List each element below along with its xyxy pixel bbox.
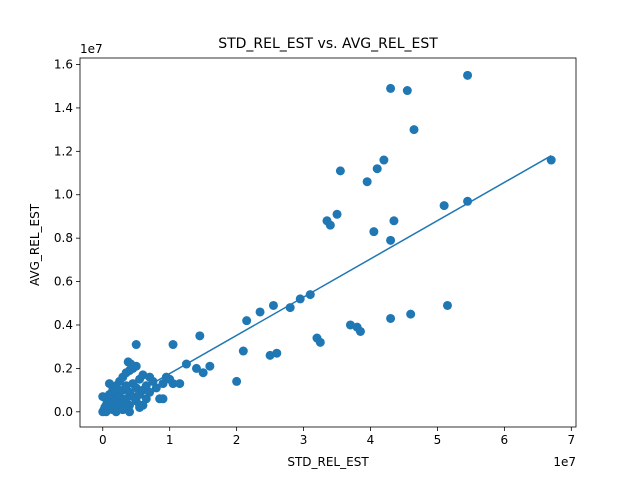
x-tick-label: 3 [300,433,308,447]
data-point [389,216,399,226]
data-point [355,326,365,336]
y-tick-label: 0.4 [54,318,73,332]
data-point [332,209,342,219]
x-tick-label: 1 [166,433,174,447]
data-point [268,300,278,310]
data-point [135,400,145,410]
data-point [285,303,295,313]
data-point [362,177,372,187]
data-point [406,309,416,319]
x-tick-label: 5 [434,433,442,447]
data-point [158,394,168,404]
data-point [386,313,396,323]
x-tick-label: 0 [99,433,107,447]
x-axis-title: STD_REL_EST [287,455,369,469]
y-tick-label: 0.0 [54,405,73,419]
data-point [126,359,136,369]
data-point [195,331,205,341]
data-point [463,196,473,206]
data-point [232,376,242,386]
x-axis-offset-label: 1e7 [553,455,576,469]
data-point [372,164,382,174]
data-point [205,361,215,371]
data-point [315,337,325,347]
data-point [125,407,135,417]
data-point [198,368,208,378]
data-point [439,201,449,211]
data-point [181,359,191,369]
y-tick-label: 0.2 [54,361,73,375]
data-point [335,166,345,176]
data-point [295,294,305,304]
data-point [272,348,282,358]
data-point [402,86,412,96]
data-point [168,340,178,350]
data-point [145,387,155,397]
data-point [242,316,252,326]
x-tick-label: 4 [367,433,375,447]
plot-area: 0 1 2 3 4 5 6 7 0.0 0.2 0.4 0.6 0.8 1.0 1.2 1.4 1.6 [54,57,577,447]
data-point [369,227,379,237]
data-point [255,307,265,317]
y-tick-label: 1.6 [54,58,73,72]
y-tick-label: 0.6 [54,275,73,289]
x-tick-label: 7 [567,433,575,447]
data-point [145,372,155,382]
y-tick-label: 1.4 [54,101,73,115]
data-point [191,363,201,373]
data-point [386,235,396,245]
data-point [463,70,473,80]
y-axis-offset-label: 1e7 [80,42,103,56]
y-tick-label: 1.2 [54,144,73,158]
y-tick-label: 1.0 [54,188,73,202]
data-point [409,125,419,135]
trendline [102,155,552,413]
data-point [151,383,161,393]
y-tick-label: 0.8 [54,231,73,245]
data-point [305,290,315,300]
data-point [108,385,118,395]
data-point [379,155,389,165]
data-point [175,379,185,389]
data-point [238,346,248,356]
data-point [386,83,396,93]
data-point [546,155,556,165]
data-point [325,220,335,230]
x-tick-label: 6 [501,433,509,447]
y-axis-title: AVG_REL_EST [28,203,42,286]
data-point [125,400,135,410]
chart-title: STD_REL_EST vs. AVG_REL_EST [218,36,438,52]
data-point [168,379,178,389]
data-point [442,300,452,310]
data-point [131,340,141,350]
x-tick-label: 2 [233,433,241,447]
plot-frame [79,57,577,428]
